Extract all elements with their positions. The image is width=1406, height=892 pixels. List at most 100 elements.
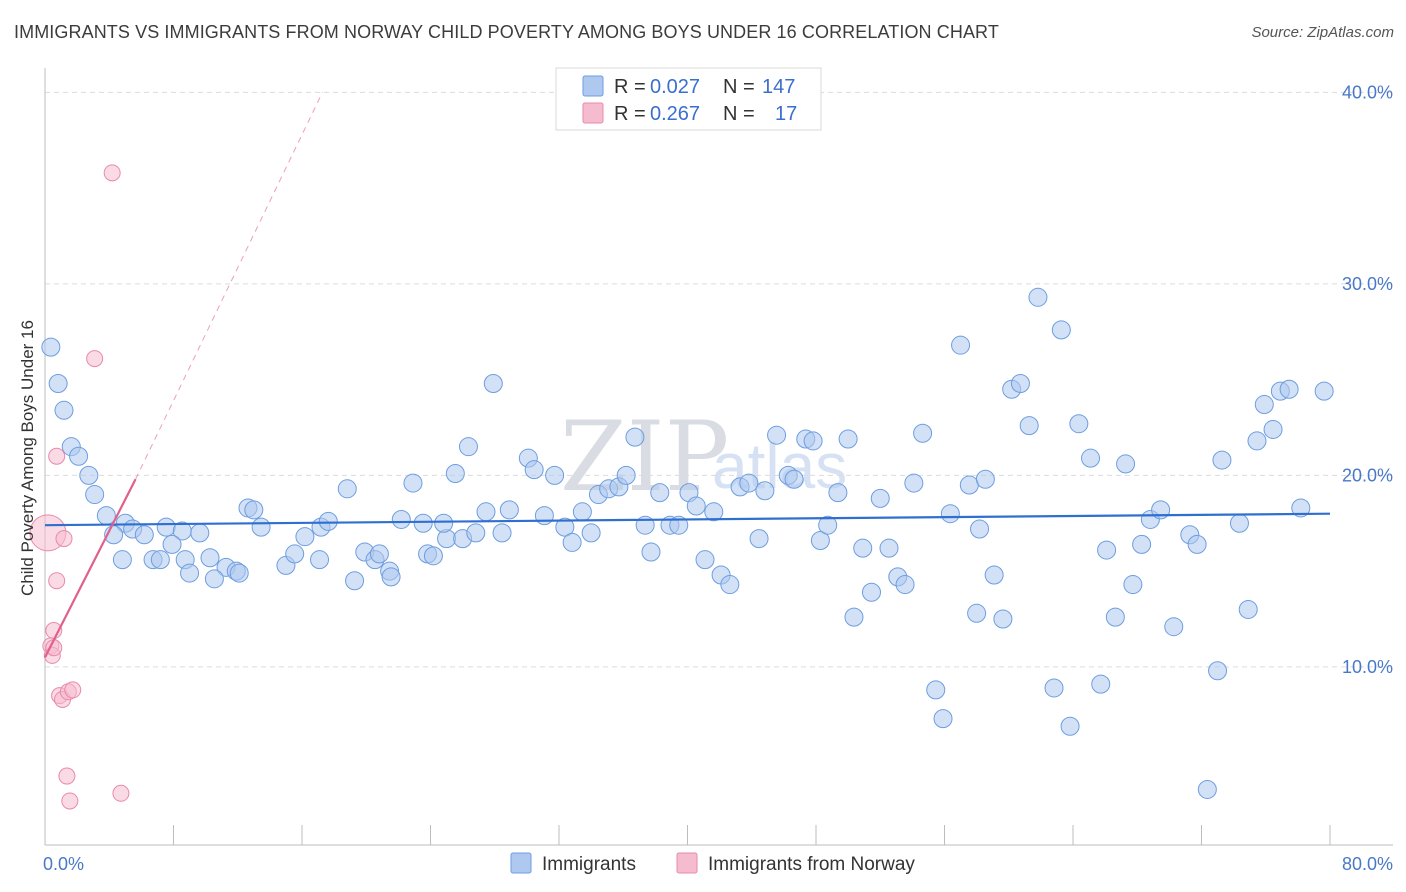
immigrants-point (1238, 599, 1258, 619)
bottom-legend-label-norway: Immigrants from Norway (708, 854, 915, 875)
bottom-legend-label-immigrants: Immigrants (542, 854, 636, 875)
chart-source: Source: ZipAtlas.com (1251, 24, 1394, 41)
immigrants-point (190, 523, 210, 543)
immigrants-point (1279, 379, 1299, 399)
immigrants-point (1254, 395, 1274, 415)
immigrants-point (686, 496, 706, 516)
immigrants-point (704, 502, 724, 522)
immigrants-point (54, 400, 74, 420)
immigrants-point (926, 680, 946, 700)
immigrants-point (492, 523, 512, 543)
immigrants-point (895, 575, 915, 595)
immigrants-point (434, 513, 454, 533)
immigrants-point (1097, 540, 1117, 560)
immigrants-point (975, 469, 995, 489)
immigrants-point (150, 550, 170, 570)
y-tick-labels: 10.0% 20.0% 30.0% 40.0% (1342, 82, 1393, 677)
immigrants-point (1105, 607, 1125, 627)
legend-r-value-1: 0.027 (650, 76, 700, 98)
immigrants-point (870, 488, 890, 508)
immigrants-point (391, 509, 411, 529)
legend-r-label-1: R = (614, 76, 646, 98)
norway-point (64, 681, 82, 699)
immigrants-point (156, 517, 176, 537)
legend-n-value-2: 17 (775, 103, 797, 125)
immigrants-point (581, 523, 601, 543)
watermark-zip: ZIP (560, 401, 729, 513)
immigrants-point (844, 607, 864, 627)
immigrants-point (984, 565, 1004, 585)
immigrants-point (1314, 381, 1334, 401)
immigrants-point (1051, 320, 1071, 340)
legend-n-label-1: N = (723, 76, 755, 98)
immigrants-point (749, 529, 769, 549)
immigrants-point (310, 550, 330, 570)
immigrants-point (534, 506, 554, 526)
immigrants-point (755, 481, 775, 501)
norway-point (48, 572, 66, 590)
immigrants-point (669, 515, 689, 535)
immigrants-point (720, 575, 740, 595)
immigrants-point (1044, 678, 1064, 698)
norway-point (55, 530, 73, 548)
immigrants-point (1091, 674, 1111, 694)
legend-n-label-2: N = (723, 103, 755, 125)
immigrants-point (1010, 373, 1030, 393)
immigrants-point (204, 569, 224, 589)
bottom-legend-swatch-norway (676, 852, 698, 874)
immigrants-point (810, 531, 830, 551)
immigrants-point (112, 550, 132, 570)
legend-swatch-immigrants (582, 75, 604, 97)
immigrants-point (853, 538, 873, 558)
norway-trend-line (44, 478, 137, 658)
y-tick-label-20: 20.0% (1342, 465, 1393, 485)
immigrants-point (1019, 416, 1039, 436)
immigrants-point (295, 527, 315, 547)
trend-extension-lines (135, 92, 323, 480)
immigrants-point (572, 502, 592, 522)
watermark: ZIP atlas (560, 401, 847, 513)
immigrants-point (818, 515, 838, 535)
y-tick-label-10: 10.0% (1342, 657, 1393, 677)
y-tick-label-30: 30.0% (1342, 274, 1393, 294)
immigrants-point (739, 473, 759, 493)
legend-swatch-norway (582, 102, 604, 124)
immigrants-point (784, 469, 804, 489)
bottom-legend-swatch-immigrants (510, 852, 532, 874)
immigrants-point (1132, 534, 1152, 554)
immigrants-point (466, 523, 486, 543)
immigrants-point (967, 603, 987, 623)
correlation-legend: R = 0.027 N = 147 R = 0.267 N = 17 (555, 67, 822, 131)
axes (44, 68, 1393, 846)
immigrants-point (1212, 450, 1232, 470)
immigrants-point (369, 544, 389, 564)
immigrants-point (48, 373, 68, 393)
immigrants-point (69, 446, 89, 466)
immigrants-point (1197, 779, 1217, 799)
immigrants-point (861, 582, 881, 602)
immigrants-point (545, 465, 565, 485)
immigrants-point (838, 429, 858, 449)
immigrants-point (879, 538, 899, 558)
immigrants-point (476, 502, 496, 522)
immigrants-point (1116, 454, 1136, 474)
immigrants-point (403, 473, 423, 493)
immigrants-point (959, 475, 979, 495)
legend-r-label-2: R = (614, 103, 646, 125)
immigrants-point (134, 525, 154, 545)
immigrants-point (524, 460, 544, 480)
immigrants-point (1069, 414, 1089, 434)
immigrants-point (1263, 419, 1283, 439)
immigrants-point (1123, 575, 1143, 595)
immigrants-point (41, 337, 61, 357)
immigrants-point (180, 563, 200, 583)
immigrants-point (483, 373, 503, 393)
immigrants-point (1164, 617, 1184, 637)
immigrants-point (318, 511, 338, 531)
immigrants-point (940, 504, 960, 524)
immigrants-point (1081, 448, 1101, 468)
immigrants-point (85, 485, 105, 505)
immigrants-point (625, 427, 645, 447)
immigrants-point (499, 500, 519, 520)
immigrants-trend-line (44, 512, 1331, 527)
